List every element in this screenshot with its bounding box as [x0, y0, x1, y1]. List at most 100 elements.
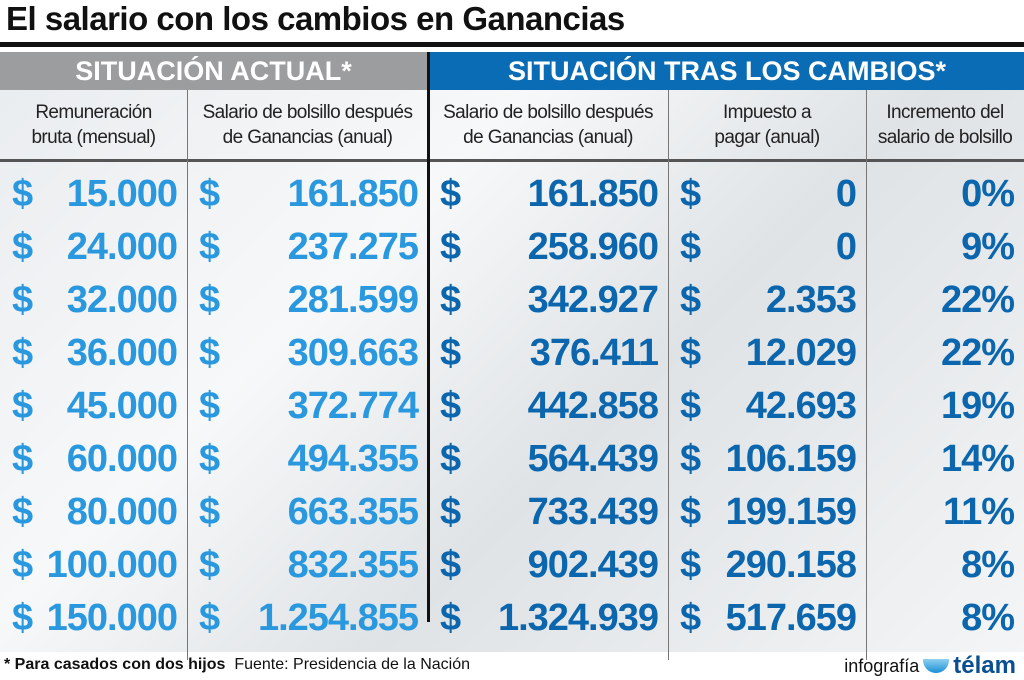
title-rule: [0, 42, 1024, 47]
column-header-line: Incremento del: [886, 102, 1004, 123]
table-cell: 19%: [866, 380, 1024, 433]
cell-value: 494.355: [287, 438, 419, 480]
cell-value: 442.858: [527, 385, 659, 427]
cell-value: 0%: [961, 173, 1015, 215]
footnote-source: Fuente: Presidencia de la Nación: [234, 656, 471, 673]
cell-value: 19%: [940, 385, 1015, 427]
cell-value: 100.000: [46, 544, 178, 586]
column-header: Salario de bolsillo después de Ganancias …: [428, 94, 668, 156]
cell-value: 258.960: [527, 226, 659, 268]
currency-sign: $: [12, 173, 33, 215]
cell-value: 24.000: [66, 226, 178, 268]
table-row: $80.000 $663.355 $733.439 $199.159 11%: [0, 486, 1024, 539]
table-cell: 8%: [866, 592, 1024, 645]
table-cell: $80.000: [0, 486, 187, 539]
column-header-line: Impuesto a: [723, 102, 812, 123]
page-title: El salario con los cambios en Ganancias: [6, 0, 625, 37]
header-rule: [0, 159, 1024, 162]
table-cell: $342.927: [428, 274, 668, 327]
currency-sign: $: [680, 279, 701, 321]
table-cell: $494.355: [187, 433, 428, 486]
currency-sign: $: [680, 385, 701, 427]
currency-sign: $: [440, 544, 461, 586]
table-row: $100.000 $832.355 $902.439 $290.158 8%: [0, 539, 1024, 592]
table-cell: $517.659: [668, 592, 866, 645]
currency-sign: $: [199, 226, 220, 268]
table-cell: $237.275: [187, 221, 428, 274]
table-cell: $309.663: [187, 327, 428, 380]
currency-sign: $: [12, 226, 33, 268]
cell-value: 564.439: [527, 438, 659, 480]
currency-sign: $: [440, 597, 461, 639]
cell-value: 161.850: [287, 173, 419, 215]
table-cell: $290.158: [668, 539, 866, 592]
logo-credit: infografía: [844, 655, 920, 676]
table-cell: $0: [668, 168, 866, 221]
table-cell: 22%: [866, 327, 1024, 380]
cell-value: 45.000: [66, 385, 178, 427]
cell-value: 161.850: [527, 173, 659, 215]
column-header-line: salario de bolsillo: [877, 127, 1013, 148]
currency-sign: $: [12, 279, 33, 321]
table-cell: 11%: [866, 486, 1024, 539]
currency-sign: $: [440, 438, 461, 480]
column-header-line: bruta (mensual): [31, 127, 156, 148]
table-cell: $258.960: [428, 221, 668, 274]
cell-value: 36.000: [66, 332, 178, 374]
footnote-note: * Para casados con dos hijos: [4, 656, 226, 673]
column-header-line: Salario de bolsillo después: [443, 102, 653, 123]
cell-value: 309.663: [287, 332, 419, 374]
cell-value: 22%: [940, 332, 1015, 374]
table-cell: $36.000: [0, 327, 187, 380]
table-cell: 8%: [866, 539, 1024, 592]
table-cell: $161.850: [428, 168, 668, 221]
cell-value: 11%: [943, 491, 1015, 533]
cell-value: 60.000: [66, 438, 178, 480]
currency-sign: $: [680, 226, 701, 268]
telam-logo: infografía télam: [844, 652, 1016, 680]
currency-sign: $: [440, 279, 461, 321]
cell-value: 32.000: [66, 279, 178, 321]
table-cell: $1.324.939: [428, 592, 668, 645]
column-header-line: de Ganancias (anual): [222, 127, 393, 148]
table-row: $32.000 $281.599 $342.927 $2.353 22%: [0, 274, 1024, 327]
cell-value: 106.159: [725, 438, 857, 480]
table-cell: $281.599: [187, 274, 428, 327]
currency-sign: $: [12, 438, 33, 480]
table-cell: $45.000: [0, 380, 187, 433]
table-cell: 22%: [866, 274, 1024, 327]
table-cell: $106.159: [668, 433, 866, 486]
cell-value: 42.693: [745, 385, 857, 427]
table-row: $15.000 $161.850 $161.850 $0 0%: [0, 168, 1024, 221]
table-cell: $60.000: [0, 433, 187, 486]
cell-value: 199.159: [725, 491, 857, 533]
cell-value: 733.439: [527, 491, 659, 533]
currency-sign: $: [680, 332, 701, 374]
cell-value: 8%: [961, 544, 1015, 586]
cell-value: 902.439: [527, 544, 659, 586]
column-header-line: pagar (anual): [714, 127, 820, 148]
cell-value: 1.254.855: [257, 597, 419, 639]
cell-value: 372.774: [287, 385, 419, 427]
table-cell: $733.439: [428, 486, 668, 539]
currency-sign: $: [12, 597, 33, 639]
table-cell: $564.439: [428, 433, 668, 486]
cell-value: 237.275: [287, 226, 419, 268]
currency-sign: $: [680, 173, 701, 215]
currency-sign: $: [440, 173, 461, 215]
currency-sign: $: [199, 544, 220, 586]
column-divider: [187, 90, 188, 660]
table-cell: $376.411: [428, 327, 668, 380]
table-cell: $42.693: [668, 380, 866, 433]
currency-sign: $: [680, 597, 701, 639]
table-row: $60.000 $494.355 $564.439 $106.159 14%: [0, 433, 1024, 486]
table-cell: $24.000: [0, 221, 187, 274]
telam-wave-icon: [923, 659, 950, 673]
currency-sign: $: [199, 385, 220, 427]
cell-value: 0: [835, 173, 857, 215]
table-cell: $902.439: [428, 539, 668, 592]
table-cell: $1.254.855: [187, 592, 428, 645]
background-photo: [0, 52, 1024, 652]
cell-value: 80.000: [66, 491, 178, 533]
cell-value: 2.353: [765, 279, 857, 321]
